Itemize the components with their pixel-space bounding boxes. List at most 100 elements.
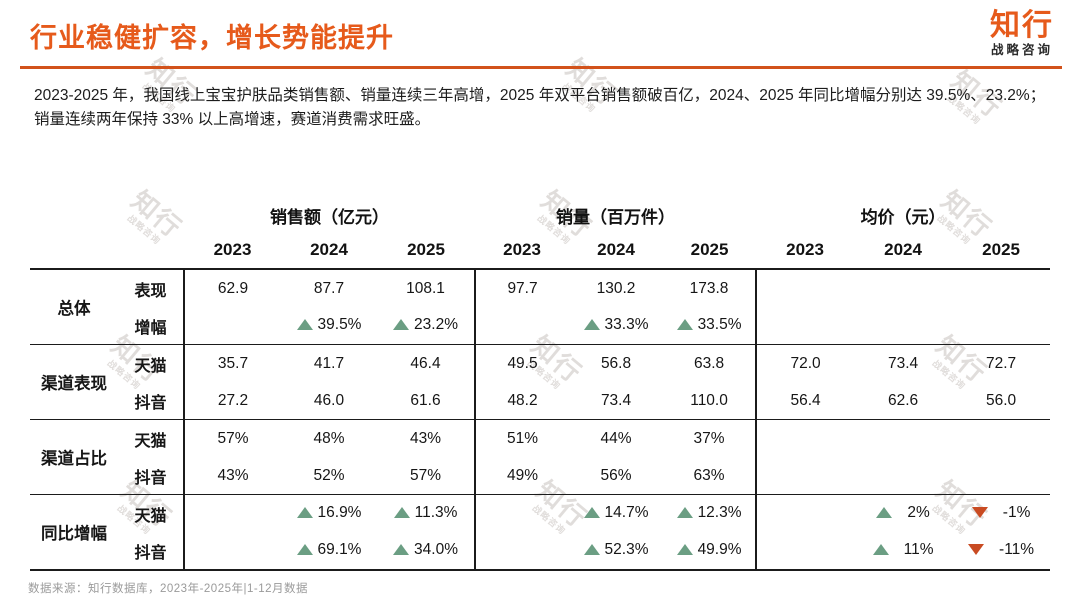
cell: 46.0 — [313, 391, 345, 409]
cell — [756, 420, 854, 458]
cell — [854, 307, 952, 345]
cell: 52% — [313, 466, 345, 484]
cell: 97.7 — [507, 279, 538, 297]
cell: 48% — [313, 429, 345, 447]
cell: 62.9 — [217, 279, 249, 297]
cell: 73.4 — [887, 354, 919, 372]
logo-name: 知行 — [990, 9, 1054, 42]
cell: 63.8 — [663, 344, 758, 382]
intro-paragraph: 2023-2025 年，我国线上宝宝护肤品类销售额、销量连续三年高增，2025 … — [34, 84, 1062, 132]
increase-icon — [296, 507, 313, 519]
cell — [756, 307, 854, 345]
decrease-icon — [968, 544, 985, 556]
cell: 12.3% — [663, 494, 758, 532]
cell: 14.7% — [569, 495, 663, 533]
cell: 56.4 — [790, 391, 821, 409]
row-group-yoy-growth: 同比增幅 天猫 16.9% 11.3% 14.7% 12.3% 2% -1% 抖… — [30, 494, 1051, 570]
cell: 56.0 — [985, 391, 1017, 409]
cell: 39.5% — [281, 307, 377, 345]
cell: 72.7 — [985, 354, 1017, 372]
cell: 69.1% — [281, 532, 377, 570]
cell — [756, 532, 854, 570]
column-group-volume: 销量（百万件） — [556, 207, 676, 227]
cell: 62.6 — [887, 391, 919, 409]
increase-icon — [393, 507, 410, 519]
cell-value: 16.9% — [317, 503, 362, 521]
cell: 44% — [600, 429, 632, 447]
increase-icon — [676, 544, 693, 556]
cell: 110.0 — [663, 382, 758, 420]
table-row: 抖音 69.1% 34.0% 52.3% 49.9% 11% -11% — [30, 532, 1050, 570]
cell — [475, 532, 569, 570]
cell — [854, 420, 952, 458]
table-row: 抖音 27.2 46.0 61.6 48.2 73.4 110.0 56.4 6… — [30, 382, 1050, 420]
title-divider — [20, 66, 1062, 69]
cell: 130.2 — [596, 279, 636, 297]
year-header: 2024 — [597, 240, 635, 259]
logo-subtitle: 战略咨询 — [990, 42, 1053, 57]
cell-value: 14.7% — [604, 503, 649, 521]
cell: 87.7 — [313, 279, 345, 297]
table-row: 总体 表现 62.9 87.7 108.1 97.7 130.2 173.8 — [30, 269, 1050, 318]
cell: 61.6 — [377, 382, 477, 420]
cell — [756, 269, 854, 307]
year-header: 2024 — [310, 240, 348, 259]
increase-icon — [296, 319, 313, 331]
cell: 11.3% — [377, 494, 477, 532]
row-group-label: 同比增幅 — [41, 525, 107, 543]
row-sub-label: 抖音 — [118, 457, 185, 495]
company-logo: 知行 战略咨询 — [990, 10, 1054, 57]
year-header: 2023 — [213, 240, 252, 259]
cell-value: 11.3% — [414, 503, 458, 521]
table-row: 渠道占比 天猫 57% 48% 43% 51% 44% 37% — [30, 419, 1050, 468]
cell: 11% — [854, 532, 952, 570]
cell: 2% — [854, 495, 952, 533]
cell: 33.3% — [569, 307, 663, 345]
row-sub-label: 天猫 — [118, 419, 185, 457]
page-title: 行业稳健扩容，增长势能提升 — [30, 23, 394, 53]
cell — [184, 532, 281, 570]
row-group-label: 渠道表现 — [41, 375, 107, 393]
year-header: 2025 — [982, 240, 1020, 259]
cell-value: -11% — [999, 540, 1035, 558]
increase-icon — [676, 319, 693, 331]
column-group-sales: 销售额（亿元） — [270, 207, 390, 227]
cell: 35.7 — [217, 354, 249, 372]
cell: 43% — [377, 419, 477, 457]
cell: 23.2% — [377, 307, 477, 345]
cell: 73.4 — [600, 391, 632, 409]
cell: 108.1 — [377, 269, 477, 307]
cell: 57% — [377, 457, 477, 495]
year-header: 2023 — [503, 240, 541, 259]
corner-cell — [30, 198, 184, 232]
cell-value: 52.3% — [604, 540, 649, 558]
cell — [756, 495, 854, 533]
cell — [854, 457, 952, 495]
row-sub-label: 天猫 — [118, 344, 185, 382]
decrease-icon — [971, 507, 988, 519]
cell-value: 34.0% — [414, 540, 458, 558]
intro-line-2: 销量连续两年保持 33% 以上高增速，赛道消费需求旺盛。 — [34, 111, 431, 129]
increase-icon — [393, 544, 410, 556]
cell-value: 23.2% — [414, 315, 458, 333]
cell: 49.9% — [663, 532, 758, 570]
table-row: 渠道表现 天猫 35.7 41.7 46.4 49.5 56.8 63.8 72… — [30, 344, 1050, 393]
cell-value: -1% — [1002, 503, 1031, 521]
data-table: 销售额（亿元） 销量（百万件） 均价（元） 2023 2024 2025 202… — [30, 198, 1051, 571]
cell: -11% — [952, 532, 1050, 570]
cell-value: 33.3% — [604, 315, 649, 333]
row-sub-label: 抖音 — [118, 382, 185, 420]
cell: 33.5% — [663, 307, 758, 345]
row-group-channel-share: 渠道占比 天猫 57% 48% 43% 51% 44% 37% 抖音 43% 5… — [30, 419, 1051, 495]
row-group-channel-performance: 渠道表现 天猫 35.7 41.7 46.4 49.5 56.8 63.8 72… — [30, 344, 1051, 420]
year-header: 2025 — [407, 240, 445, 259]
cell — [854, 269, 952, 307]
cell — [952, 457, 1050, 495]
cell: 27.2 — [217, 391, 249, 409]
cell: 72.0 — [790, 354, 821, 372]
row-sub-label: 表现 — [118, 269, 185, 307]
increase-icon — [583, 319, 600, 331]
increase-icon — [676, 507, 693, 519]
table-row: 同比增幅 天猫 16.9% 11.3% 14.7% 12.3% 2% -1% — [30, 494, 1050, 543]
cell: 52.3% — [569, 532, 663, 570]
